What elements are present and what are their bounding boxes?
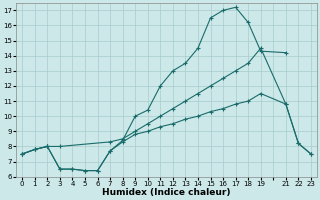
- X-axis label: Humidex (Indice chaleur): Humidex (Indice chaleur): [102, 188, 231, 197]
